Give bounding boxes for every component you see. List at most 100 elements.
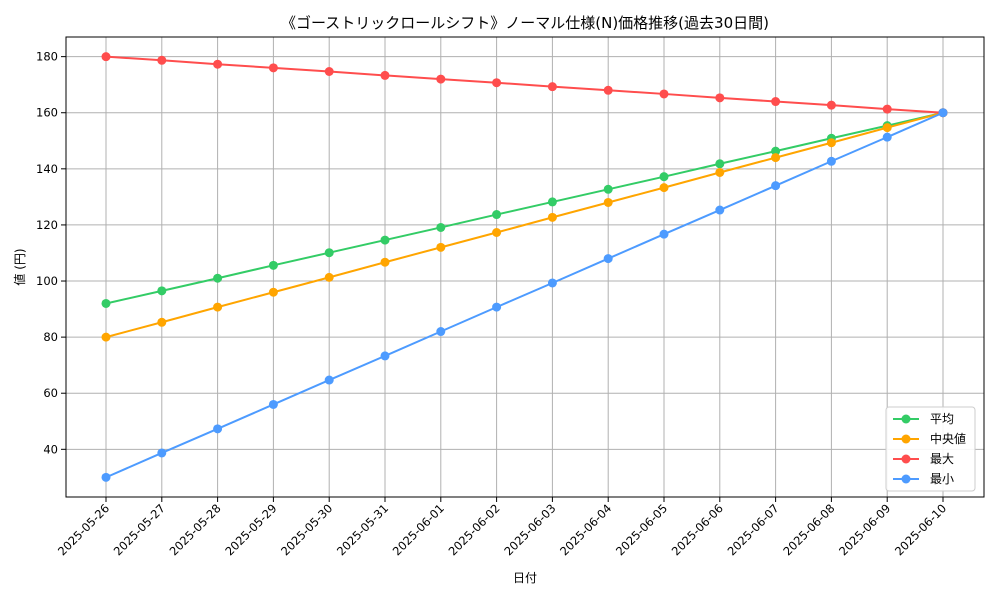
data-point (157, 286, 167, 296)
x-tick-label: 2025-06-04 (557, 501, 614, 558)
data-point (715, 167, 725, 177)
data-point (715, 205, 725, 215)
y-tick-label: 80 (43, 330, 58, 344)
data-point (213, 59, 223, 69)
x-axis-ticks: 2025-05-262025-05-272025-05-282025-05-29… (55, 497, 949, 558)
data-point (659, 172, 669, 182)
x-tick-label: 2025-06-02 (446, 501, 503, 558)
x-tick-label: 2025-06-07 (725, 501, 782, 558)
legend-item: 平均 (893, 412, 954, 426)
legend-label: 最大 (930, 452, 954, 466)
data-point (324, 375, 334, 385)
data-point (603, 85, 613, 95)
data-point (157, 448, 167, 458)
data-point (157, 55, 167, 65)
series-line (105, 111, 944, 479)
series-line (105, 111, 944, 305)
data-point (380, 351, 390, 361)
data-point (436, 242, 446, 252)
y-tick-label: 180 (36, 50, 58, 64)
data-point (213, 302, 223, 312)
data-point (101, 332, 111, 342)
y-tick-label: 120 (36, 218, 58, 232)
data-point (101, 472, 111, 482)
data-point (882, 132, 892, 142)
series-1 (101, 108, 948, 342)
data-point (603, 197, 613, 207)
y-axis-ticks: 40 60 80 100 120 140 160 180 (36, 50, 66, 456)
data-point (882, 123, 892, 133)
data-point (157, 317, 167, 327)
data-point (324, 67, 334, 76)
legend-label: 中央値 (930, 431, 966, 446)
x-tick-label: 2025-05-31 (334, 501, 391, 558)
data-point (436, 222, 446, 232)
y-tick-label: 140 (36, 162, 58, 176)
series-layer (101, 52, 948, 482)
x-tick-label: 2025-06-10 (892, 501, 949, 558)
data-point (268, 287, 278, 297)
x-tick-label: 2025-06-03 (501, 501, 558, 558)
x-axis-label: 日付 (513, 571, 537, 585)
data-point (547, 82, 557, 92)
y-axis-label: 値 (円) (12, 248, 27, 285)
x-tick-label: 2025-05-30 (278, 501, 335, 558)
data-point (101, 298, 111, 308)
y-tick-label: 60 (43, 386, 58, 400)
data-point (436, 327, 446, 337)
series-0 (101, 108, 948, 308)
data-point (268, 63, 278, 73)
data-point (492, 228, 502, 237)
data-point (213, 273, 223, 283)
x-tick-label: 2025-06-09 (836, 501, 893, 558)
x-tick-label: 2025-05-29 (222, 501, 279, 558)
legend-item: 最小 (893, 472, 954, 486)
data-point (938, 108, 948, 118)
data-point (826, 100, 836, 110)
plot-frame (65, 36, 985, 498)
data-point (213, 424, 223, 434)
data-point (492, 78, 502, 88)
data-point (547, 212, 557, 222)
data-point (492, 302, 502, 312)
data-point (603, 184, 613, 194)
legend-item: 最大 (893, 452, 954, 466)
data-point (101, 52, 111, 62)
data-point (380, 257, 390, 267)
x-tick-label: 2025-06-01 (390, 501, 447, 558)
x-tick-label: 2025-06-06 (669, 501, 726, 558)
series-2 (101, 52, 948, 118)
series-line (105, 55, 944, 114)
data-point (324, 272, 334, 282)
data-point (659, 229, 669, 239)
data-point (268, 260, 278, 270)
x-tick-label: 2025-05-26 (55, 501, 112, 558)
data-point (547, 278, 557, 288)
data-point (715, 93, 725, 103)
legend-box (885, 406, 976, 492)
data-point (603, 254, 613, 264)
legend-item: 中央値 (893, 431, 966, 446)
data-point (436, 74, 446, 84)
y-tick-label: 100 (36, 274, 58, 288)
legend-marker (901, 434, 911, 444)
data-point (771, 181, 781, 191)
data-point (771, 153, 781, 163)
data-point (268, 399, 278, 409)
grid (66, 37, 984, 497)
data-point (547, 197, 557, 207)
x-tick-label: 2025-06-05 (613, 501, 670, 558)
data-point (882, 104, 892, 114)
data-point (826, 156, 836, 166)
legend-label: 平均 (930, 412, 954, 426)
data-point (771, 146, 781, 156)
legend-marker (901, 454, 911, 464)
y-tick-label: 40 (43, 442, 58, 456)
data-point (715, 159, 725, 169)
x-tick-label: 2025-05-28 (167, 501, 224, 558)
x-tick-label: 2025-06-08 (780, 501, 837, 558)
data-point (659, 89, 669, 99)
data-point (380, 70, 390, 80)
